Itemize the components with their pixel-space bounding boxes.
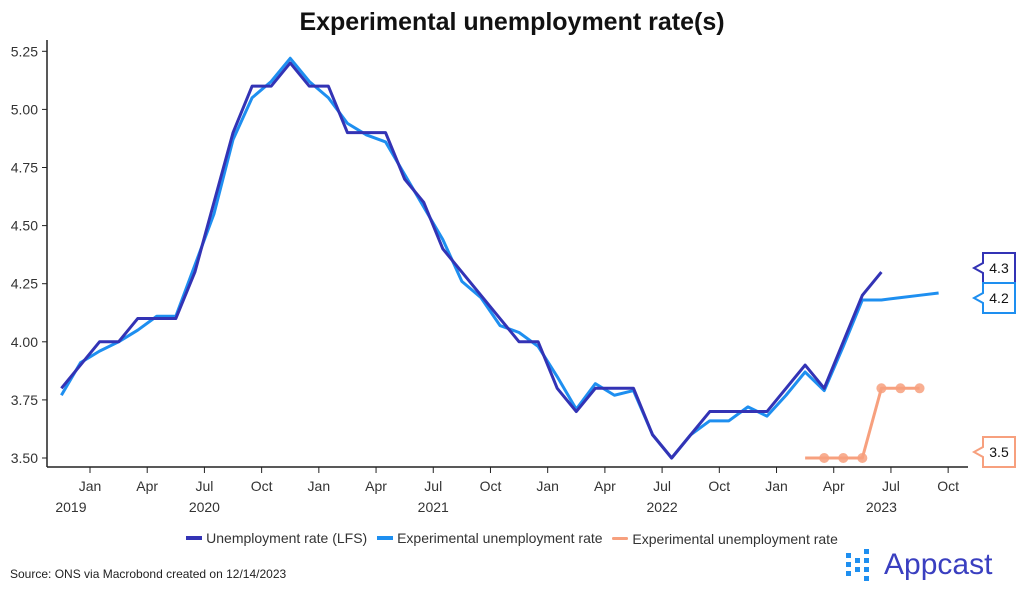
series-marker <box>914 383 925 394</box>
x-tick-label: Apr <box>823 478 845 494</box>
y-tick-label: 4.25 <box>11 276 38 292</box>
x-tick-label: Jul <box>424 478 442 494</box>
y-tick-label: 4.00 <box>11 334 38 350</box>
legend-label: Experimental unemployment rate <box>632 530 838 547</box>
x-tick-label: Jan <box>79 478 102 494</box>
chart-title: Experimental unemployment rate(s) <box>299 8 725 36</box>
x-year-label: 2023 <box>866 499 897 515</box>
logo-text: Appcast <box>884 548 993 581</box>
series-marker <box>819 453 830 463</box>
x-tick-label: Apr <box>594 478 616 494</box>
x-year-label: 2020 <box>189 499 220 515</box>
legend-item-experimental-2[interactable]: Experimental unemployment rate <box>612 530 838 547</box>
x-tick-label: Jan <box>308 478 331 494</box>
series-marker <box>895 383 906 394</box>
x-tick-label: Jul <box>653 478 671 494</box>
legend: Unemployment rate (LFS) Experimental une… <box>0 527 1024 547</box>
source-note: Source: ONS via Macrobond created on 12/… <box>10 567 287 581</box>
x-tick-label: Oct <box>937 478 959 494</box>
series-line-2 <box>805 386 920 460</box>
legend-label: Unemployment rate (LFS) <box>206 530 368 546</box>
end-value-callout <box>971 252 1016 284</box>
x-tick-label: Jan <box>536 478 559 494</box>
series-line-1 <box>60 56 939 460</box>
legend-swatch-marker <box>612 537 629 540</box>
series-line-0 <box>60 61 883 460</box>
y-tick-label: 5.25 <box>11 43 38 59</box>
legend-swatch <box>186 536 203 540</box>
end-value-label: 4.3 <box>989 260 1009 276</box>
x-tick-label: Jan <box>765 478 788 494</box>
x-tick-label: Apr <box>136 478 158 494</box>
legend-label: Experimental unemployment rate <box>397 530 603 546</box>
x-year-label: 2021 <box>418 499 449 515</box>
legend-item-lfs[interactable]: Unemployment rate (LFS) <box>186 530 367 546</box>
x-tick-label: Oct <box>251 478 273 494</box>
x-tick-label: Oct <box>480 478 502 494</box>
y-tick-label: 3.50 <box>11 450 38 466</box>
series-marker <box>838 453 849 463</box>
end-value-callout <box>971 436 1016 468</box>
end-value-label: 3.5 <box>989 444 1009 460</box>
legend-item-experimental[interactable]: Experimental unemployment rate <box>377 530 603 546</box>
y-tick-label: 4.75 <box>11 160 38 176</box>
x-tick-label: Oct <box>708 478 730 494</box>
x-tick-label: Apr <box>365 478 387 494</box>
y-tick-label: 5.00 <box>11 101 38 117</box>
appcast-logo: Appcast <box>846 548 992 582</box>
x-tick-label: Jul <box>195 478 213 494</box>
series-marker <box>876 383 887 394</box>
x-year-label: 2022 <box>647 499 678 515</box>
x-year-label: 2019 <box>55 499 86 515</box>
y-tick-label: 3.75 <box>11 392 38 408</box>
x-tick-label: Jul <box>882 478 900 494</box>
logo-dots-icon <box>846 549 869 581</box>
y-tick-label: 4.50 <box>11 218 38 234</box>
legend-swatch <box>377 536 394 540</box>
end-value-label: 4.2 <box>989 290 1009 306</box>
end-value-callout <box>971 282 1016 314</box>
series-marker <box>857 453 868 463</box>
